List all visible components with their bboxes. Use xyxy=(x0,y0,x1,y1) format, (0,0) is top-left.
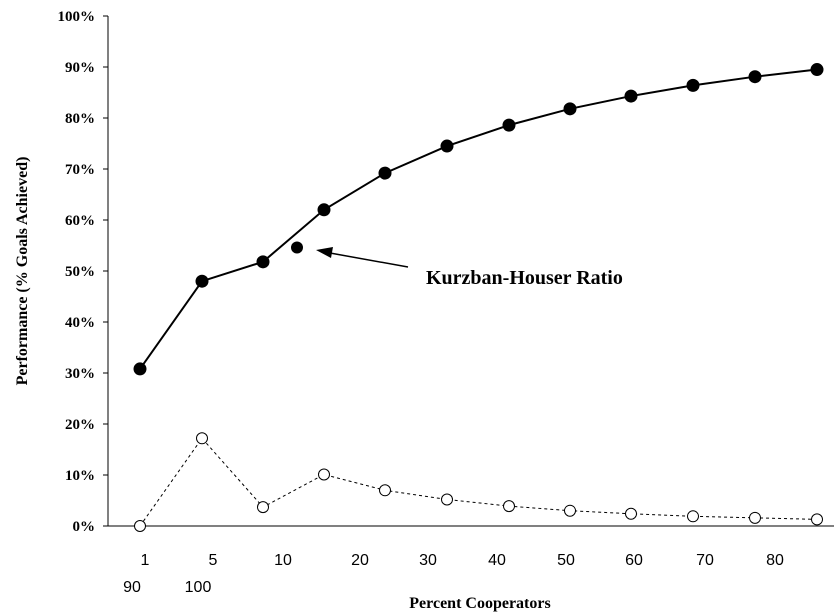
series-2-point xyxy=(441,493,453,506)
y-tick-label: 60% xyxy=(65,213,95,229)
series-lines xyxy=(139,68,818,527)
series-1-point xyxy=(133,362,147,376)
series-1-line xyxy=(139,68,818,370)
series-1-point xyxy=(195,274,209,288)
x-tick-label: 50 xyxy=(557,552,575,569)
series-2-point xyxy=(687,510,699,523)
series-2-point xyxy=(564,504,576,517)
series-2-point xyxy=(503,500,515,513)
annotation-label: Kurzban-Houser Ratio xyxy=(426,267,623,289)
y-tick-label: 100% xyxy=(58,9,96,25)
y-tick-label: 50% xyxy=(65,264,95,280)
x-tick-label: 1 xyxy=(141,552,150,569)
series-2-point xyxy=(134,520,146,532)
series-2-point xyxy=(379,484,391,497)
highlight-group xyxy=(291,241,303,254)
x-tick-label: 60 xyxy=(625,552,643,569)
y-tick-label: 10% xyxy=(65,468,95,484)
series-1-point xyxy=(686,78,700,92)
y-tick-label: 70% xyxy=(65,162,95,178)
x-tick-label: 20 xyxy=(351,552,369,569)
y-tick-label: 80% xyxy=(65,111,95,127)
series-1-point xyxy=(317,203,331,217)
series-1-point xyxy=(502,118,516,132)
series-1-point xyxy=(378,166,392,180)
x-axis-title: Percent Cooperators xyxy=(409,595,550,612)
annotation-arrow xyxy=(329,252,409,268)
series-2-point xyxy=(196,432,208,445)
series-2-point xyxy=(318,468,330,481)
series-2-line xyxy=(139,437,818,527)
x-axis-ticks: 1 5 10 20 30 40 50 60 70 80 90 100 xyxy=(123,552,784,596)
x-tick-label: 70 xyxy=(696,552,714,569)
y-tick-label: 30% xyxy=(65,366,95,382)
x-tick-label: 40 xyxy=(488,552,506,569)
x-tick-label-row2: 100 xyxy=(185,579,212,596)
series-1-point xyxy=(256,255,270,269)
x-tick-label: 5 xyxy=(209,552,218,569)
series-2-point xyxy=(749,511,761,524)
series-2-point xyxy=(625,507,637,520)
series-1-point xyxy=(810,63,824,77)
x-tick-label-row2: 90 xyxy=(123,579,141,596)
x-tick-label: 80 xyxy=(766,552,784,569)
x-tick-label: 10 xyxy=(274,552,292,569)
series-points xyxy=(133,63,824,532)
series-2-point xyxy=(811,513,823,526)
y-axis-ticks: 0% 10% 20% 30% 40% 50% 60% 70% 80% 90% 100% xyxy=(58,9,108,535)
series-1-point xyxy=(563,102,577,116)
y-tick-label: 0% xyxy=(73,519,96,535)
series-1-point xyxy=(624,89,638,103)
y-tick-label: 90% xyxy=(65,60,95,76)
x-tick-label: 30 xyxy=(419,552,437,569)
series-1-point xyxy=(440,139,454,153)
y-axis-title: Performance (% Goals Achieved) xyxy=(14,157,31,386)
series-2-point xyxy=(257,501,269,514)
highlight-point xyxy=(291,241,303,254)
annotation-group: Kurzban-Houser Ratio xyxy=(316,247,623,289)
annotation-arrowhead xyxy=(316,247,333,258)
y-tick-label: 20% xyxy=(65,417,95,433)
series-1-point xyxy=(748,70,762,84)
y-tick-label: 40% xyxy=(65,315,95,331)
